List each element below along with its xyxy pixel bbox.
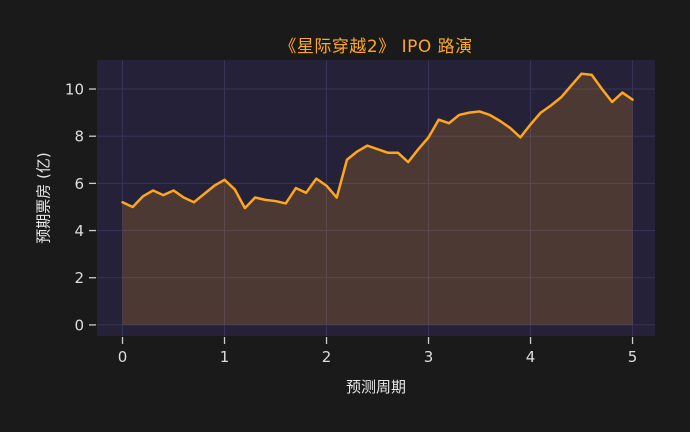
x-tick-label-5: 5 [628,348,638,366]
x-tick-label-0: 0 [118,348,128,366]
y-tick-label-3: 6 [74,175,84,193]
x-axis-label: 预测周期 [345,378,406,396]
series-area-0 [122,73,633,325]
x-tick-label-1: 1 [220,348,230,366]
y-axis-label: 预期票房 (亿) [34,152,53,244]
y-tick-label-1: 2 [74,269,84,287]
chart-title: 《星际穿越2》 IPO 路演 [279,37,473,57]
x-tick-label-2: 2 [322,348,332,366]
x-tick-label-3: 3 [424,348,434,366]
y-tick-label-0: 0 [74,316,84,334]
y-tick-label-4: 8 [74,128,84,146]
y-tick-label-2: 4 [74,222,84,240]
series-line-0 [121,72,634,210]
y-tick-label-5: 10 [65,81,84,99]
plot-area-background [97,60,655,336]
x-tick-label-4: 4 [526,348,536,366]
